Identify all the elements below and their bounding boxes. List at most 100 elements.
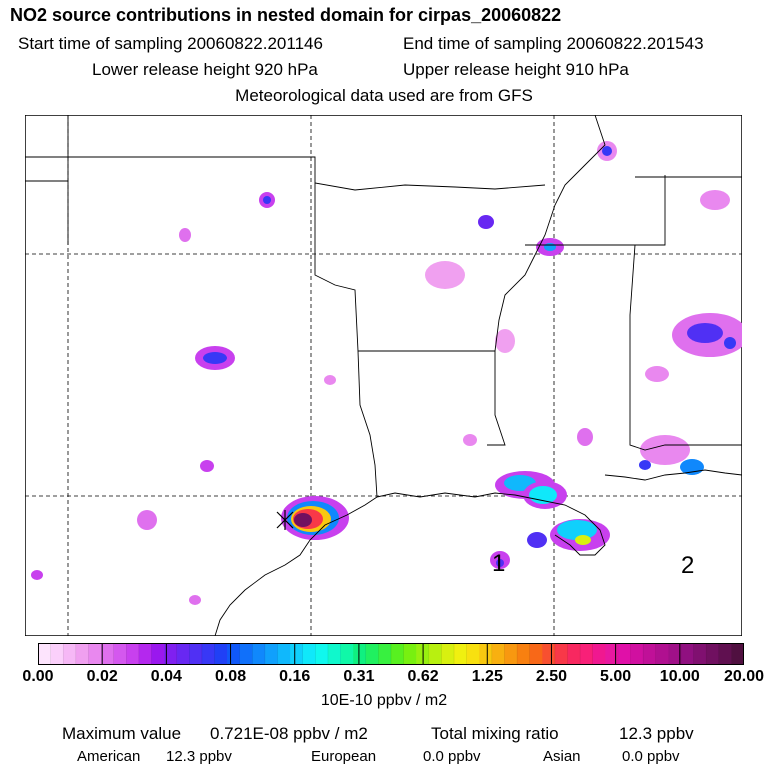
european-label: European [311, 748, 377, 765]
colorbar-tick-label: 0.31 [343, 668, 375, 685]
colorbar-swatch [517, 643, 531, 665]
colorbar-swatch [138, 643, 152, 665]
colorbar-swatch [454, 643, 468, 665]
colorbar-tick-label: 0.08 [214, 668, 247, 685]
colorbar-swatch [580, 643, 594, 665]
colorbar-swatch [50, 643, 64, 665]
colorbar-swatch [126, 643, 140, 665]
colorbar-swatch [655, 643, 669, 665]
map-frame [25, 115, 742, 636]
plume-ms-2 [577, 428, 593, 446]
colorbar-swatch [189, 643, 203, 665]
colorbar-swatch [630, 643, 644, 665]
colorbar-swatch [63, 643, 77, 665]
max-value-label: Maximum value [62, 724, 182, 743]
plume-layer [31, 141, 742, 605]
plume-ar-1 [478, 215, 494, 229]
plume-tx-3 [137, 510, 157, 530]
figure-title: NO2 source contributions in nested domai… [10, 5, 562, 25]
start-sampling-text: Start time of sampling 20060822.201146 [18, 34, 323, 53]
plume-tx-2 [179, 228, 191, 242]
colorbar-swatch [567, 643, 581, 665]
region-label-2: 2 [681, 552, 694, 579]
colorbar-swatch [718, 643, 732, 665]
plume-al-3 [645, 366, 669, 382]
colorbar-swatch [315, 643, 329, 665]
colorbar-swatch [164, 643, 178, 665]
total-mixing-label: Total mixing ratio [431, 724, 559, 743]
colorbar-swatch [252, 643, 266, 665]
max-value: 0.721E-08 ppbv / m2 [210, 724, 368, 743]
colorbar-swatch [327, 643, 342, 665]
colorbar-tick-label: 0.02 [86, 668, 118, 685]
colorbar-swatch [731, 643, 744, 665]
plume-la-3 [527, 532, 547, 548]
plume-al-1-core [687, 323, 723, 343]
colorbar-swatch [643, 643, 657, 665]
colorbar-swatch [693, 643, 707, 665]
colorbar-tick-label: 10.00 [659, 668, 700, 685]
end-sampling-text: End time of sampling 20060822.201543 [403, 34, 704, 53]
colorbar-tick-label: 0.16 [279, 668, 311, 685]
plume-mobile [680, 459, 704, 475]
colorbar-swatch [290, 643, 304, 665]
colorbar-swatch [504, 643, 518, 665]
plume-al-2 [724, 337, 736, 349]
boundary-al-fl [629, 244, 742, 451]
plume-coast-east [640, 435, 690, 465]
colorbar-swatch [88, 643, 102, 665]
colorbar-swatch [113, 643, 127, 665]
colorbar-swatch [302, 643, 316, 665]
colorbar-swatch [605, 643, 619, 665]
colorbar-swatch [176, 643, 190, 665]
colorbar-swatch [101, 643, 115, 665]
plume-houston-core [294, 513, 312, 527]
colorbar-swatch [365, 643, 379, 665]
plume-valley-1-core [544, 243, 556, 251]
upper-release-text: Upper release height 910 hPa [403, 60, 629, 79]
plume-delta-yellow [575, 535, 591, 545]
plume-delta-cyan [557, 520, 597, 540]
colorbar-tick-label: 0.00 [22, 668, 54, 685]
colorbar-swatch [542, 643, 556, 665]
colorbar-swatch [403, 643, 417, 665]
plume-ar-2 [425, 261, 465, 289]
colorbar-tick-label: 0.04 [150, 668, 182, 685]
american-value: 12.3 ppbv [166, 748, 232, 765]
colorbar-swatch [277, 643, 291, 665]
colorbar-swatch [151, 643, 165, 665]
colorbar-tick-label: 1.25 [471, 668, 503, 685]
colorbar-swatch [264, 643, 279, 665]
colorbar-tick-label: 2.50 [535, 668, 568, 685]
coastline-tx [214, 496, 378, 636]
plume-ms-1 [495, 329, 515, 353]
colorbar-swatch [428, 643, 442, 665]
colorbar-swatch [340, 643, 354, 665]
boundary-la-ms [487, 351, 506, 446]
plume-tn-1 [700, 190, 730, 210]
colorbar-swatch [529, 643, 543, 665]
plume-la-4 [463, 434, 477, 446]
plume-ok-1-core [263, 196, 271, 204]
coastline-la [376, 492, 606, 556]
colorbar-swatch [378, 643, 392, 665]
colorbar-swatch [391, 643, 405, 665]
colorbar-swatch [239, 643, 253, 665]
colorbar-tick-label: 0.62 [407, 668, 439, 685]
colorbar-swatch [441, 643, 455, 665]
colorbar-swatch [227, 643, 241, 665]
asian-value: 0.0 ppbv [622, 748, 680, 765]
colorbar-swatch [592, 643, 606, 665]
colorbar-swatch [491, 643, 505, 665]
colorbar-swatch [706, 643, 720, 665]
colorbar-swatch [214, 643, 228, 665]
colorbar-swatch [353, 643, 367, 665]
colorbar-swatch [479, 643, 493, 665]
boundary-ok-north [25, 156, 546, 191]
plume-tx-5 [189, 595, 201, 605]
colorbar-swatch [75, 643, 89, 665]
plume-north-1-core [602, 146, 612, 156]
colorbar-tick-label: 20.00 [723, 668, 765, 685]
boundary-tn-south [525, 175, 666, 246]
colorbar-swatch [201, 643, 215, 665]
